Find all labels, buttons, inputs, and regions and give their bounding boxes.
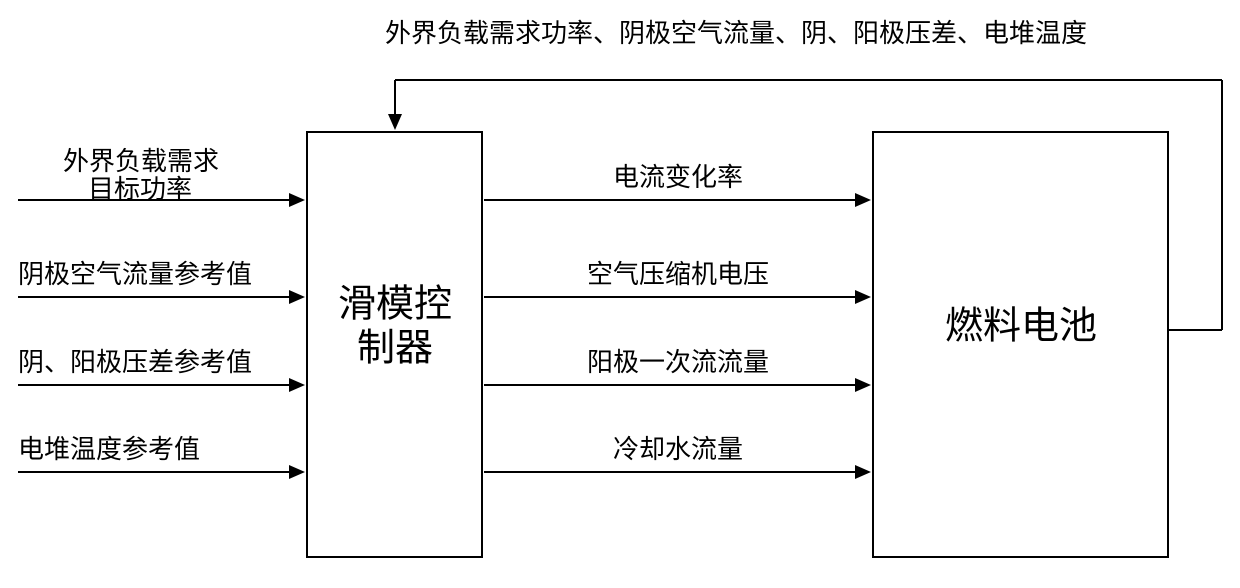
input-label: 外界负载需求	[63, 147, 219, 176]
output-label: 阳极一次流流量	[587, 348, 769, 377]
controller-label: 滑模控	[338, 284, 452, 326]
input-label: 阴极空气流量参考值	[18, 260, 252, 289]
plant-label: 燃料电池	[945, 306, 1097, 348]
output-label: 冷却水流量	[613, 435, 743, 464]
feedback-label: 外界负载需求功率、阴极空气流量、阴、阳极压差、电堆温度	[385, 19, 1087, 48]
input-label: 阴、阳极压差参考值	[18, 348, 252, 377]
controller-label: 制器	[357, 328, 433, 370]
output-label: 空气压缩机电压	[587, 260, 769, 289]
output-label: 电流变化率	[613, 163, 743, 192]
input-label: 电堆温度参考值	[18, 435, 200, 464]
